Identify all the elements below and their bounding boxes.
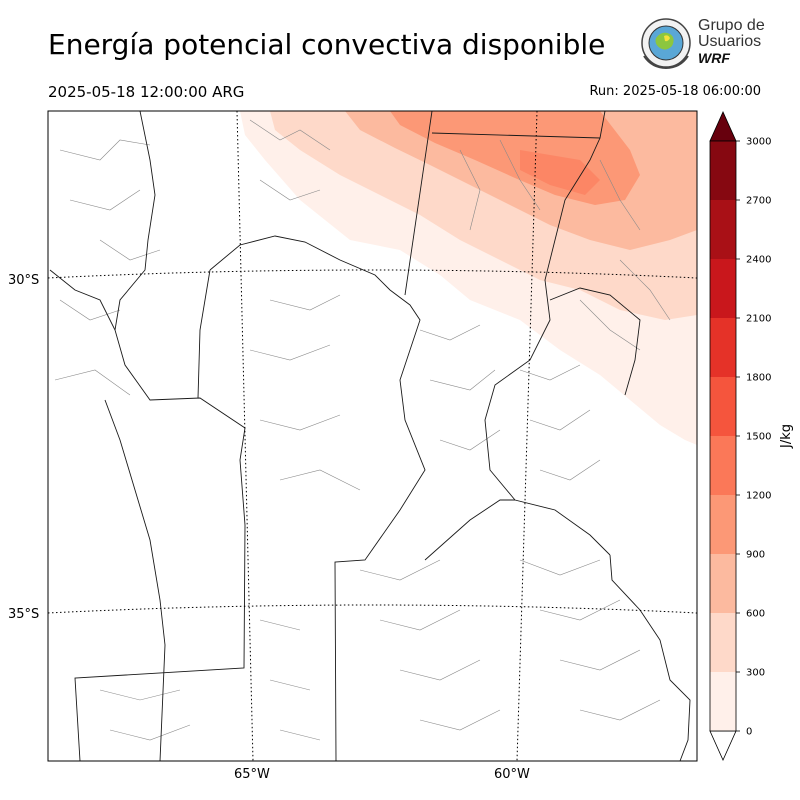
border-d — [197, 269, 211, 399]
colorbar-tick-label: 1800 — [746, 373, 771, 384]
graticule — [48, 111, 697, 761]
globe-logo-icon — [641, 18, 691, 70]
colorbar-band-3 — [710, 495, 736, 554]
valid-time: 2025-05-18 12:00:00 ARG — [48, 83, 245, 101]
colorbar-band-4 — [710, 436, 736, 495]
lon-60-line — [516, 111, 538, 761]
colorbar-band-0 — [710, 672, 736, 731]
colorbar-tick-label: 1200 — [746, 491, 771, 502]
lon-label-60: 60°W — [494, 767, 530, 782]
lon-65-line — [236, 111, 254, 761]
border-f — [404, 111, 433, 296]
border-e — [209, 235, 426, 761]
colorbar-tick-label: 2700 — [746, 196, 771, 207]
colorbar-tick-label: 300 — [746, 668, 765, 679]
colorbar-tick-label: 0 — [746, 727, 752, 738]
colorbar-band-8 — [710, 200, 736, 259]
colorbar-band-1 — [710, 613, 736, 672]
colorbar-tick-label: 2400 — [746, 255, 771, 266]
colorbar-band-9 — [710, 141, 736, 200]
border-a — [74, 111, 246, 761]
lat-30-line — [48, 269, 697, 279]
colorbar-band-6 — [710, 318, 736, 377]
map-title: Energía potencial convectiva disponible — [48, 28, 606, 61]
colorbar-band-7 — [710, 259, 736, 318]
colorbar-unit: J/kg — [779, 424, 794, 449]
lat-label-35: 35°S — [8, 607, 39, 622]
lat-35-line — [48, 604, 697, 614]
lat-label-30: 30°S — [8, 273, 39, 288]
border-c — [104, 399, 166, 761]
border-b — [49, 269, 116, 331]
border-h — [484, 137, 611, 556]
colorbar: 0 300 600 900 1200 1500 1800 2100 2400 2700 3000 — [709, 111, 771, 761]
run-time: Run: 2025-05-18 06:00:00 — [589, 84, 761, 99]
coast — [609, 554, 691, 761]
border-i — [549, 287, 641, 396]
colorbar-band-2 — [710, 554, 736, 613]
colorbar-tick-label: 1500 — [746, 432, 771, 443]
lon-label-65: 65°W — [234, 767, 270, 782]
province-boundaries — [49, 111, 691, 761]
logo-line-3: WRF — [698, 50, 730, 66]
colorbar-band-5 — [710, 377, 736, 436]
colorbar-tick-label: 900 — [746, 550, 765, 561]
wrf-logo: Grupo de Usuarios WRF — [638, 16, 768, 72]
colorbar-tick-label: 600 — [746, 609, 765, 620]
logo-line-2: Usuarios — [698, 33, 762, 50]
department-boundaries — [54, 119, 671, 741]
colorbar-under-triangle — [709, 730, 737, 761]
colorbar-tick-label: 2100 — [746, 314, 771, 325]
map-frame — [47, 110, 698, 762]
border-j — [424, 499, 515, 561]
colorbar-over-triangle — [709, 111, 737, 142]
cape-band-1200-1500 — [520, 150, 600, 195]
cape-fill — [240, 111, 697, 445]
colorbar-tick-label: 3000 — [746, 137, 771, 148]
logo-line-1: Grupo de — [698, 17, 765, 34]
